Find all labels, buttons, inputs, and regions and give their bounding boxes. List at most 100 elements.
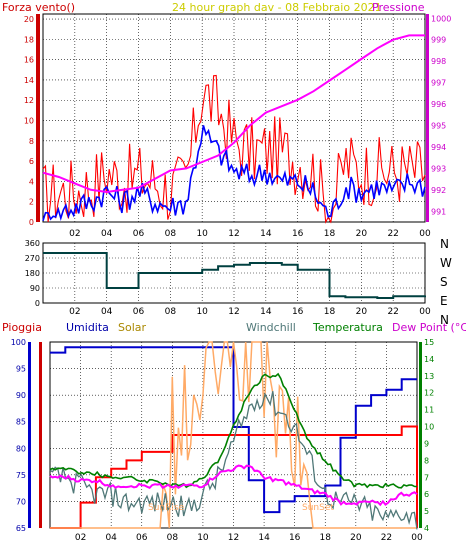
humidity-axis-bar [28, 342, 31, 528]
series-avg [42, 125, 426, 222]
bottom-x-tick: 14 [258, 533, 270, 543]
top-y-left-tick: 6 [29, 157, 34, 166]
bottom-y-right-ticks: 4 5 6 7 8 9 10 11 12 13 14 15 [424, 338, 434, 533]
bottom-x-tick: 10 [197, 533, 209, 543]
dewpoint-label: Dew Point (°C) [392, 321, 466, 334]
series-temperatura [49, 372, 418, 489]
top-x-tick: 06 [133, 229, 145, 239]
series-pioggia [50, 425, 418, 529]
series-solar [50, 341, 417, 529]
bottom-y-left-tick: 80 [16, 444, 26, 453]
top-x-tick: 12 [228, 229, 239, 239]
compass-letter: N [440, 313, 449, 327]
top-x-ticks: 02 04 06 08 10 12 14 16 18 20 22 00 [69, 229, 431, 239]
top-x-tick: 02 [69, 229, 80, 239]
bottom-y-right-tick: 13 [424, 372, 434, 381]
bottom-y-left-tick: 65 [16, 524, 26, 533]
sunrise-marker-label: SunRise [148, 503, 185, 513]
top-y-left-tick: 20 [24, 15, 34, 24]
top-y-left-ticks: 0 2 4 6 8 10 12 14 16 18 20 [24, 15, 34, 227]
chart-title: 24 hour graph dav - 08 Febbraio 2021 [172, 1, 382, 14]
bottom-x-tick: 02 [75, 533, 86, 543]
mid-x-tick: 12 [228, 307, 239, 317]
sunset-marker-label: SunSet [302, 503, 334, 513]
top-x-tick: 10 [196, 229, 208, 239]
rain-label: Pioggia [2, 321, 42, 334]
bottom-y-left-ticks: 65 70 75 80 85 90 95 100 [11, 338, 26, 533]
mid-x-tick: 08 [165, 307, 177, 317]
compass-letter: S [440, 275, 448, 289]
solar-label: Solar [118, 321, 147, 334]
top-x-tick: 16 [292, 229, 304, 239]
top-y-left-tick: 16 [24, 56, 34, 65]
mid-x-tick: 06 [133, 307, 145, 317]
bottom-x-tick: 06 [136, 533, 148, 543]
temperature-axis-bar [419, 342, 422, 528]
top-x-tick: 14 [260, 229, 272, 239]
mid-y-tick: 90 [30, 284, 40, 293]
top-y-right-tick: 998 [431, 57, 446, 66]
top-series [42, 34, 426, 224]
top-y-right-tick: 999 [431, 36, 446, 45]
mid-x-tick: 02 [69, 307, 80, 317]
bottom-x-tick: 22 [381, 533, 392, 543]
series-pressure [42, 34, 425, 194]
mid-x-tick: 22 [387, 307, 398, 317]
pressure-axis-bar [426, 14, 429, 222]
top-x-tick: 00 [419, 229, 431, 239]
mid-y-tick: 180 [25, 269, 40, 278]
top-y-right-tick: 995 [431, 122, 446, 131]
mid-x-tick: 04 [101, 307, 113, 317]
mid-x-tick: 10 [196, 307, 208, 317]
pressure-axis-title: Pressione [372, 1, 425, 14]
bottom-y-left-tick: 100 [11, 338, 26, 347]
top-x-tick: 20 [356, 229, 368, 239]
top-x-tick: 22 [387, 229, 398, 239]
compass-letter: N [440, 237, 449, 251]
bottom-y-right-tick: 11 [424, 406, 434, 415]
bottom-y-right-tick: 14 [424, 355, 434, 364]
top-y-left-tick: 0 [29, 218, 34, 227]
bottom-y-left-tick: 70 [16, 497, 26, 506]
mid-x-tick: 00 [419, 307, 431, 317]
mid-y-tick: 360 [25, 239, 40, 248]
top-y-left-tick: 18 [24, 35, 34, 44]
mid-x-tick: 20 [356, 307, 368, 317]
rain-axis-bar [39, 342, 42, 528]
bottom-y-right-tick: 10 [424, 423, 434, 432]
bottom-x-tick: 00 [411, 533, 423, 543]
bottom-x-tick: 08 [167, 533, 179, 543]
bottom-y-left-tick: 75 [16, 471, 26, 480]
mid-x-tick: 18 [324, 307, 336, 317]
top-y-left-tick: 10 [24, 117, 34, 126]
top-y-right-tick: 996 [431, 100, 446, 109]
top-x-tick: 08 [165, 229, 177, 239]
top-y-left-tick: 14 [24, 76, 34, 85]
compass-letter: E [440, 294, 448, 308]
bottom-y-right-tick: 7 [424, 473, 429, 482]
bottom-series [49, 341, 418, 530]
bottom-y-left-tick: 85 [16, 418, 26, 427]
top-y-right-tick: 1000 [431, 14, 451, 23]
bottom-x-tick: 04 [105, 533, 117, 543]
mid-series [43, 252, 426, 299]
bottom-x-tick: 20 [350, 533, 362, 543]
top-y-left-tick: 12 [24, 96, 34, 105]
humidity-label: Umidita [66, 321, 109, 334]
bottom-x-ticks: 02 04 06 08 10 12 14 16 18 20 22 00 [75, 533, 423, 543]
wind-axis-title: Forza vento() [2, 1, 75, 14]
top-y-left-tick: 2 [29, 198, 34, 207]
top-x-tick: 04 [101, 229, 113, 239]
bottom-y-right-tick: 12 [424, 389, 434, 398]
bottom-y-right-tick: 5 [424, 507, 429, 516]
bottom-y-right-tick: 9 [424, 439, 429, 448]
windchill-label: Windchill [246, 321, 296, 334]
top-y-left-tick: 4 [29, 177, 34, 186]
top-y-right-ticks: 991 992 993 994 995 996 997 998 999 1000 [431, 14, 451, 216]
top-y-right-tick: 994 [431, 143, 446, 152]
bottom-y-right-tick: 6 [424, 490, 429, 499]
bottom-x-tick: 16 [289, 533, 301, 543]
